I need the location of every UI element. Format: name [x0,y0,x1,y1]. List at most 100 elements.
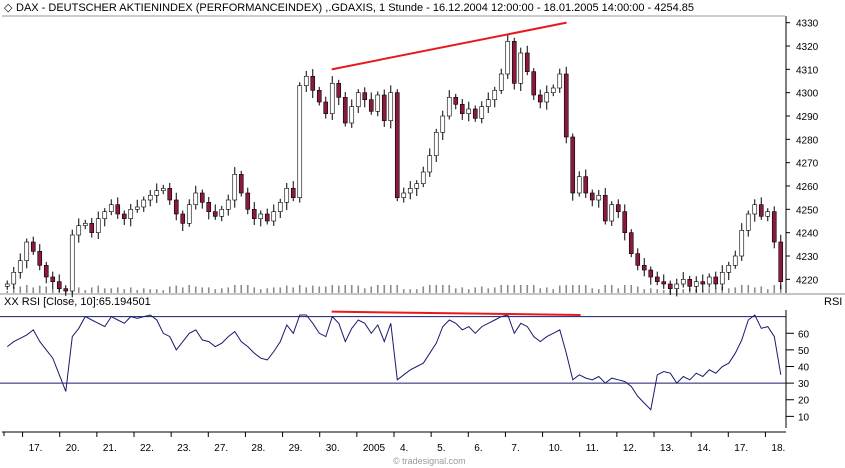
volume-bar [175,285,178,293]
volume-bar [259,289,262,293]
candle-up [576,176,582,194]
time-tick-label: 18. [771,443,785,454]
candle-up [752,204,758,215]
candle-down [583,176,589,194]
candle-down [615,204,621,212]
volume-bar [38,285,41,293]
price-tick-label: 4270 [796,159,819,170]
candle-up [544,92,550,103]
candle-up [518,52,524,84]
candle-up [427,155,433,173]
time-tick-label: 20. [66,443,80,454]
volume-bar [727,288,730,293]
candle-down [173,199,179,215]
volume-bar [623,285,626,293]
watermark: © tradesignal.com [393,456,466,466]
candle-up [492,90,498,100]
volume-bar [155,289,158,293]
candle-down [622,211,628,233]
candle-down [56,281,62,289]
volume-bar [188,285,191,293]
candle-up [258,213,264,219]
volume-bar [441,285,444,293]
volume-bar [506,285,509,293]
volume-bar [532,285,535,293]
rsi-axis-label: RSI [824,296,842,308]
candle-down [687,279,693,287]
time-tick-label: 5. [437,443,445,454]
candle-up [134,206,140,210]
candle-up [505,41,511,75]
volume-bar [591,288,594,293]
candle-up [732,255,738,266]
candle-up [154,190,160,196]
volume-bar [773,285,776,293]
candle-down [336,83,342,98]
candle-up [674,283,680,289]
rsi-tick-label: 20 [798,396,810,407]
candle-down [654,276,660,282]
price-panel-handle-icon[interactable]: ◇ [4,2,13,14]
rsi-panel: XX RSI [Close, 10]:65.194501 RSI 10 20 30 4… [0,296,842,428]
volume-bar [662,290,665,293]
candle-down [115,204,121,215]
candle-up [609,204,615,222]
candle-up [440,115,446,133]
time-tick-label: 21. [103,443,117,454]
candle-down [563,73,569,138]
candle-down [531,71,537,96]
candle-down [628,232,634,254]
candle-up [680,279,686,285]
volume-bar [467,289,470,293]
candle-up [349,106,355,124]
price-tick-label: 4260 [796,182,819,193]
volume-bar [344,285,347,293]
candle-up [4,283,10,287]
volume-bar [578,285,581,293]
candle-up [433,132,439,156]
volume-bar [214,289,217,293]
price-tick-label: 4300 [796,89,819,100]
candle-down [589,192,595,201]
volume-bar [207,287,210,293]
candle-down [238,174,244,194]
volume-bar [428,285,431,293]
volume-bar [220,288,223,293]
price-tick-label: 4250 [796,205,819,216]
candle-up [420,171,426,184]
candle-up [479,106,485,119]
volume-bar [370,286,373,293]
volume-bar [649,288,652,293]
volume-bar [513,285,516,293]
volume-bar [545,287,548,293]
volume-bar [19,286,22,293]
candle-up [596,195,602,201]
volume-bar [181,287,184,293]
rsi-line [6,314,782,411]
candle-up [726,265,732,273]
volume-bar [389,285,392,293]
candle-down [648,269,654,278]
candle-up [102,211,108,219]
volume-bar [279,287,282,293]
candle-up [76,225,82,236]
volume-bar [110,288,113,293]
candle-up [765,211,771,217]
candle-up [284,188,290,203]
candle-down [635,253,641,266]
candlesticks [4,34,784,298]
candle-up [147,195,153,201]
price-tick-label: 4240 [796,229,819,240]
volume-bar [714,288,717,293]
candle-down [394,92,400,198]
volume-bar [617,288,620,293]
volume-bar [487,288,490,293]
volume-bar [12,286,15,293]
candle-up [277,202,283,212]
volume-bar [84,290,87,293]
price-tick-label: 4220 [796,275,819,286]
candle-up [160,188,166,191]
volume-bar [734,287,737,293]
time-tick-label: 27. [214,443,228,454]
